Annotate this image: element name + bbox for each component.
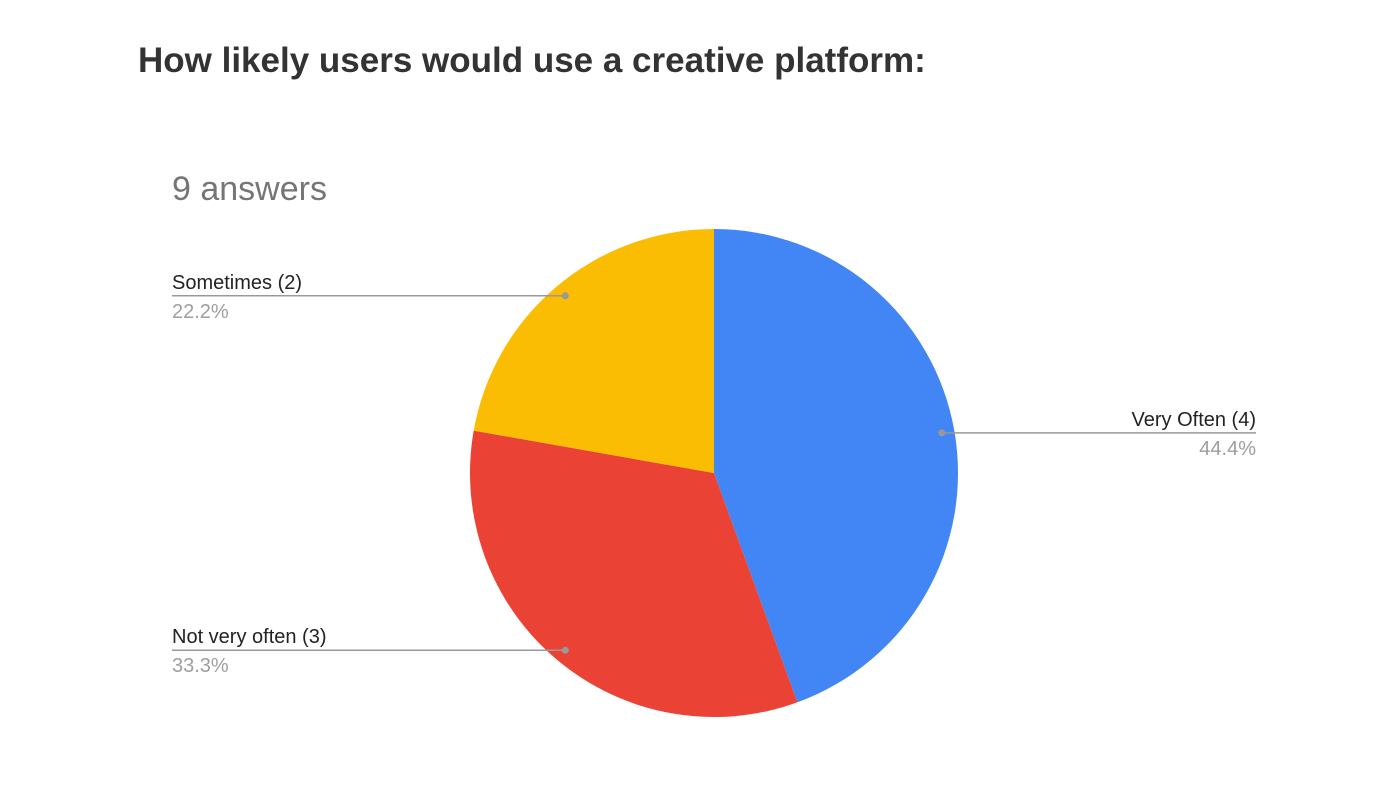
slice-label: Sometimes (2): [172, 272, 302, 294]
pie-slice: [473, 229, 714, 473]
slice-value-label: 22.2%: [172, 301, 229, 323]
chart-title: How likely users would use a creative pl…: [138, 41, 926, 80]
slice-label: Very Often (4): [1132, 409, 1257, 431]
leader-dot: [561, 292, 569, 300]
leader-dot: [561, 646, 569, 654]
slice-value-label: 33.3%: [172, 655, 229, 677]
pie-slice: [714, 229, 958, 703]
slice-value-label: 44.4%: [1199, 438, 1256, 460]
leader-dot: [938, 429, 946, 437]
pie-slice: [470, 430, 798, 717]
chart-subtitle: 9 answers: [172, 170, 327, 208]
slice-label: Not very often (3): [172, 626, 327, 648]
